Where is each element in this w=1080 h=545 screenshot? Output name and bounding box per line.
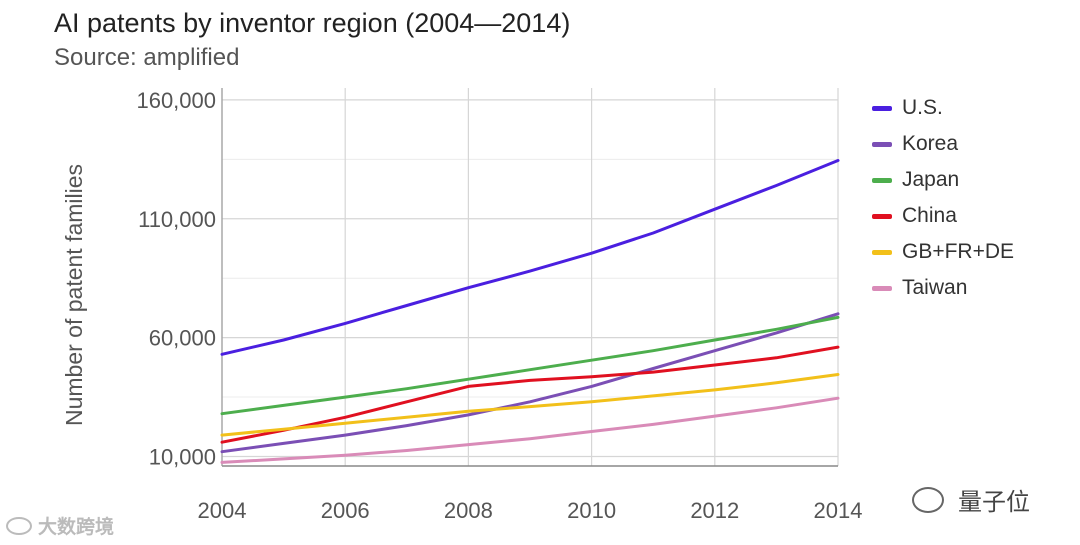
- legend-item: U.S.: [872, 90, 1014, 126]
- legend-swatch: [872, 141, 892, 147]
- watermark-left: 大数跨境: [6, 512, 114, 539]
- legend-item: Japan: [872, 162, 1014, 198]
- y-tick-label: 10,000: [149, 444, 216, 469]
- series-line-japan: [220, 315, 840, 416]
- chart-title: AI patents by inventor region (2004—2014…: [54, 8, 571, 38]
- legend-item: Taiwan: [872, 270, 1014, 306]
- legend-swatch: [872, 177, 892, 183]
- series-lines: [220, 159, 840, 464]
- x-tick-label: 2004: [198, 498, 247, 523]
- series-line-gb-fr-de: [220, 373, 840, 437]
- y-tick-label: 110,000: [138, 207, 216, 232]
- y-tick-label: 160,000: [136, 88, 216, 113]
- chart-subtitle: Source: amplified: [54, 44, 240, 71]
- watermark-right-text: 量子位: [958, 489, 1030, 516]
- wechat-icon: [912, 486, 944, 513]
- series-line-taiwan: [220, 396, 840, 464]
- legend-label: Japan: [902, 168, 960, 191]
- series-line-korea: [220, 312, 840, 454]
- grid-lines: [221, 88, 839, 466]
- legend-item: Korea: [872, 126, 1014, 162]
- legend-label: Korea: [902, 132, 959, 155]
- x-tick-label: 2014: [814, 498, 863, 523]
- legend-swatch: [872, 213, 892, 219]
- legend-swatch: [872, 285, 892, 291]
- watermark-right: 量子位: [912, 482, 1030, 517]
- legend-label: China: [902, 204, 957, 227]
- x-tick-label: 2012: [690, 498, 739, 523]
- watermark-logo-icon: [6, 516, 32, 535]
- legend-label: U.S.: [902, 96, 943, 119]
- legend-label: GB+FR+DE: [902, 240, 1015, 263]
- legend-swatch: [872, 105, 892, 111]
- axes: [221, 88, 838, 467]
- legend-item: GB+FR+DE: [872, 234, 1014, 270]
- y-tick-label: 60,000: [149, 326, 216, 351]
- series-line-china: [220, 345, 840, 444]
- legend-swatch: [872, 249, 892, 255]
- tick-labels: 160,000 110,000 60,000 10,000 2004 2006 2008 20…: [136, 88, 862, 523]
- x-tick-label: 2006: [321, 498, 370, 523]
- watermark-left-text: 大数跨境: [38, 517, 115, 538]
- x-tick-label: 2010: [567, 498, 616, 523]
- legend: U.S. Korea Japan China GB+FR+DE Taiwan: [872, 90, 1014, 306]
- series-line-u-s-: [220, 159, 840, 356]
- legend-item: China: [872, 198, 1014, 234]
- legend-label: Taiwan: [902, 276, 968, 299]
- x-tick-label: 2008: [444, 498, 493, 523]
- y-axis-label: Number of patent families: [61, 164, 87, 426]
